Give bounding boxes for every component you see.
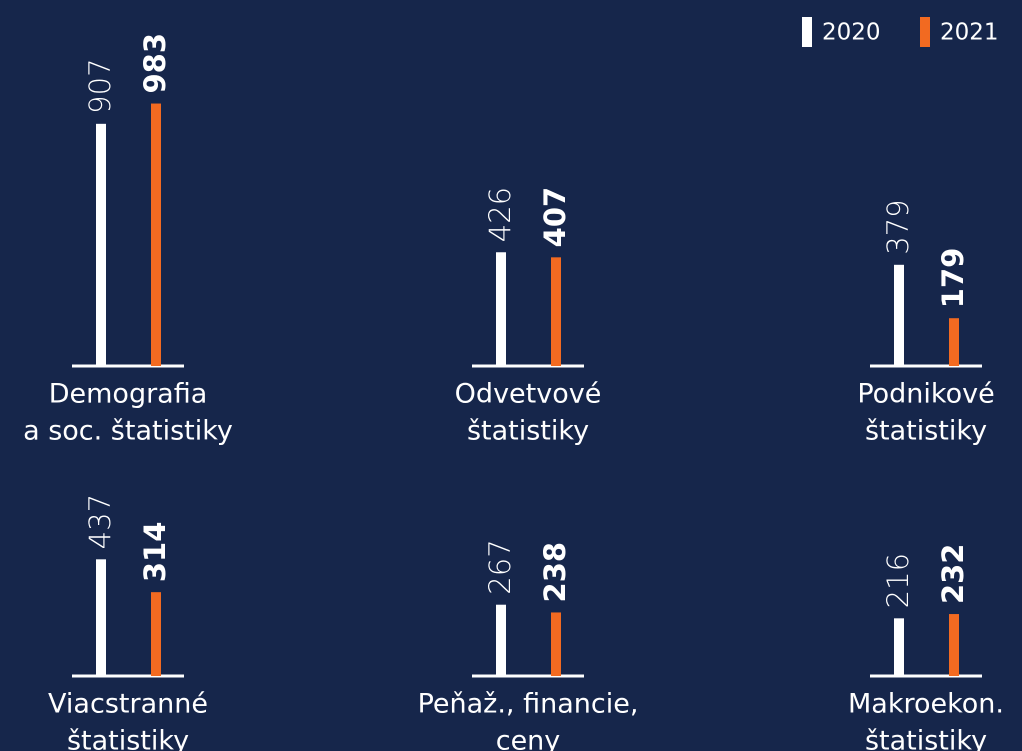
category-label: štatistiky	[865, 726, 987, 751]
legend-label: 2021	[940, 20, 999, 46]
value-label: 426	[483, 187, 517, 242]
bar	[894, 264, 904, 366]
category-label: Odvetvové	[455, 379, 602, 410]
value-label: 267	[483, 539, 517, 594]
value-label: 437	[83, 494, 117, 549]
legend-swatch	[920, 17, 930, 47]
bar	[949, 318, 959, 366]
value-label: 379	[881, 199, 915, 254]
bar	[96, 123, 106, 367]
bar	[551, 612, 561, 676]
value-label: 314	[138, 522, 172, 583]
category-label: Makroekon.	[848, 689, 1004, 720]
bar	[949, 614, 959, 676]
category-label: štatistiky	[467, 416, 589, 447]
category-label: Demografia	[49, 379, 208, 410]
category-label: štatistiky	[865, 416, 987, 447]
category-label: Podnikové	[857, 379, 994, 410]
bar	[551, 257, 561, 366]
bar	[151, 103, 161, 366]
bar	[894, 618, 904, 676]
value-label: 216	[881, 553, 915, 608]
category-label: štatistiky	[67, 726, 189, 751]
bar	[496, 252, 506, 366]
bar	[496, 604, 506, 676]
value-label: 983	[138, 33, 172, 94]
category-label: Peňaž., financie,	[418, 689, 639, 720]
legend-swatch	[802, 17, 812, 47]
bar	[151, 592, 161, 676]
bar	[96, 559, 106, 676]
value-label: 907	[83, 58, 117, 113]
value-label: 238	[538, 542, 572, 603]
category-label: a soc. štatistiky	[23, 416, 233, 447]
category-label: ceny	[496, 726, 561, 751]
category-label: Viacstranné	[48, 689, 208, 720]
value-label: 232	[936, 544, 970, 605]
legend-label: 2020	[822, 20, 881, 46]
value-label: 179	[936, 248, 970, 309]
value-label: 407	[538, 187, 572, 248]
